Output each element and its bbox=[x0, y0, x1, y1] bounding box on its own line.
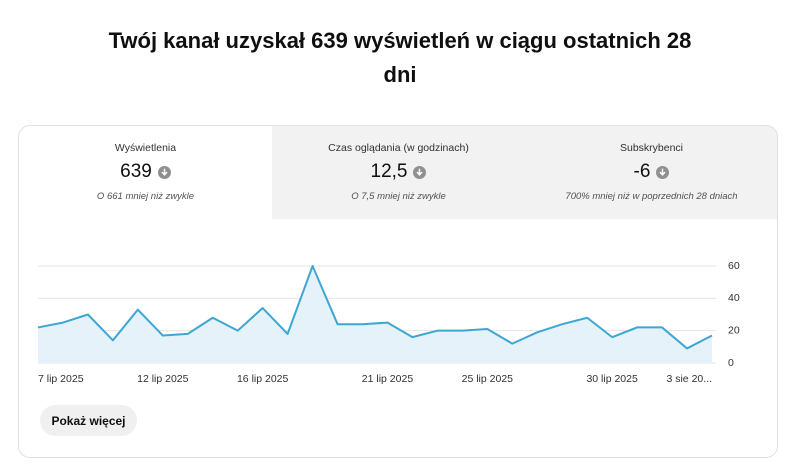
x-tick-label: 21 lip 2025 bbox=[362, 373, 414, 385]
tab-note: O 7,5 mniej niż zwykle bbox=[351, 191, 446, 202]
x-tick-label: 7 lip 2025 bbox=[38, 373, 84, 385]
area bbox=[38, 266, 712, 363]
down-icon bbox=[413, 165, 427, 179]
y-tick-label: 60 bbox=[728, 260, 740, 272]
y-tick-label: 40 bbox=[728, 292, 740, 304]
tab-note: 700% mniej niż w poprzednich 28 dniach bbox=[565, 191, 738, 202]
tab[interactable]: Czas oglądania (w godzinach) 12,5 O 7,5 … bbox=[272, 126, 525, 219]
down-icon bbox=[157, 165, 171, 179]
tab-value: -6 bbox=[633, 161, 651, 182]
tab-label: Subskrybenci bbox=[619, 142, 684, 154]
y-tick-label: 20 bbox=[728, 324, 740, 336]
tab[interactable]: Wyświetlenia 639 O 661 mniej niż zwykle bbox=[19, 126, 272, 219]
tab-value: 639 bbox=[120, 161, 152, 182]
tab-value: 12,5 bbox=[370, 161, 408, 182]
tab-note: O 661 mniej niż zwykle bbox=[96, 191, 195, 202]
down-icon bbox=[656, 165, 670, 179]
x-tick-label: 12 lip 2025 bbox=[137, 373, 189, 385]
tab-label: Wyświetlenia bbox=[114, 142, 177, 154]
x-tick-label: 30 lip 2025 bbox=[586, 373, 638, 385]
title: Twój kanał uzyskał 639 wyświetleń w ciąg… bbox=[108, 28, 692, 87]
tab[interactable]: Subskrybenci -6 700% mniej niż w poprzed… bbox=[525, 126, 777, 219]
line bbox=[37, 265, 713, 350]
x-tick-label: 16 lip 2025 bbox=[237, 373, 289, 385]
show-more-button[interactable]: Pokaż więcej bbox=[40, 405, 137, 436]
y-tick-label: 0 bbox=[728, 357, 734, 369]
x-tick-label: 3 sie 20... bbox=[666, 373, 712, 385]
tab-label: Czas oglądania (w godzinach) bbox=[328, 142, 469, 154]
x-tick-label: 25 lip 2025 bbox=[462, 373, 514, 385]
card: Wyświetlenia 639 O 661 mniej niż zwykle … bbox=[18, 125, 778, 458]
